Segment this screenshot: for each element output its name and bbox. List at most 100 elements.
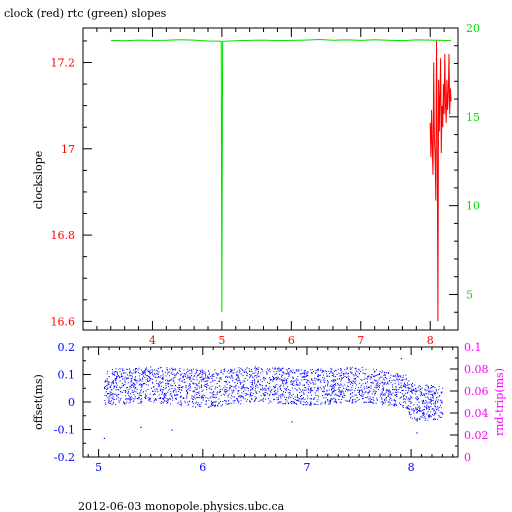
- offset-point: [291, 401, 293, 403]
- offset-point: [234, 386, 236, 388]
- offset-point: [147, 389, 149, 391]
- offset-point: [250, 389, 252, 391]
- offset-y-tick-label: -0.2: [54, 451, 75, 464]
- offset-point: [331, 372, 333, 374]
- offset-point: [177, 387, 179, 389]
- offset-point: [400, 385, 402, 387]
- offset-point: [415, 419, 417, 420]
- offset-point: [324, 403, 326, 405]
- offset-point: [381, 370, 383, 372]
- offset-point: [428, 416, 430, 417]
- offset-point: [263, 376, 264, 378]
- offset-point: [216, 377, 218, 379]
- offset-point: [304, 372, 306, 374]
- offset-point: [334, 394, 336, 396]
- offset-point: [196, 376, 198, 378]
- offset-point: [285, 379, 287, 380]
- offset-point: [350, 383, 352, 385]
- offset-point: [423, 417, 425, 419]
- offset-point: [154, 388, 156, 390]
- offset-point: [395, 376, 397, 378]
- offset-outlier-point: [140, 426, 142, 428]
- offset-point: [162, 378, 164, 380]
- offset-point: [416, 409, 418, 410]
- offset-point: [170, 398, 172, 400]
- offset-point: [238, 390, 240, 391]
- offset-point: [341, 377, 343, 379]
- offset-point: [349, 400, 351, 402]
- offset-point: [256, 385, 258, 386]
- offset-point: [157, 370, 158, 372]
- offset-point: [194, 373, 196, 375]
- offset-point: [327, 400, 329, 402]
- offset-point: [386, 389, 388, 390]
- offset-point: [114, 385, 116, 387]
- offset-point: [106, 389, 108, 390]
- offset-point: [348, 372, 349, 374]
- offset-point: [240, 399, 242, 401]
- offset-point: [376, 385, 378, 387]
- offset-point: [358, 387, 359, 389]
- offset-point: [196, 404, 198, 406]
- offset-point: [357, 376, 359, 378]
- offset-point: [298, 400, 300, 402]
- offset-point: [340, 402, 342, 404]
- offset-point: [422, 394, 424, 396]
- offset-point: [278, 397, 279, 399]
- offset-point: [434, 413, 435, 415]
- offset-point: [374, 390, 376, 392]
- offset-point: [258, 401, 260, 402]
- offset-point: [138, 398, 140, 400]
- offset-point: [296, 389, 298, 391]
- offset-point: [265, 392, 267, 394]
- offset-point: [314, 397, 316, 399]
- offset-point: [158, 385, 160, 387]
- offset-point: [116, 371, 118, 373]
- offset-point: [233, 372, 235, 374]
- offset-point: [200, 384, 202, 386]
- offset-point: [315, 394, 317, 396]
- offset-point: [250, 395, 252, 397]
- offset-point: [256, 393, 258, 395]
- offset-point: [178, 401, 180, 403]
- offset-point: [412, 389, 414, 390]
- offset-point: [186, 388, 188, 390]
- offset-point: [408, 413, 410, 415]
- offset-point: [261, 368, 262, 370]
- offset-point: [112, 398, 114, 400]
- offset-point: [404, 383, 405, 384]
- offset-point: [354, 378, 356, 380]
- offset-point: [118, 375, 120, 377]
- offset-point: [311, 378, 313, 380]
- offset-point: [283, 373, 285, 375]
- offset-point: [373, 389, 375, 391]
- offset-point: [220, 379, 222, 380]
- offset-point: [117, 372, 118, 374]
- offset-point: [407, 399, 409, 401]
- offset-point: [281, 376, 282, 378]
- offset-point: [417, 398, 418, 400]
- offset-point: [281, 390, 283, 392]
- offset-point: [351, 382, 353, 384]
- offset-point: [429, 415, 431, 417]
- offset-point: [306, 379, 308, 381]
- chart-title: clock (red) rtc (green) slopes: [4, 7, 167, 20]
- offset-point: [360, 395, 362, 396]
- offset-point: [170, 391, 172, 393]
- offset-point: [145, 395, 147, 397]
- offset-point: [105, 391, 107, 393]
- offset-point: [214, 406, 216, 408]
- offset-point: [229, 403, 231, 405]
- offset-point: [171, 385, 173, 387]
- offset-point: [372, 381, 374, 383]
- offset-point: [303, 393, 305, 395]
- offset-point: [237, 390, 239, 392]
- offset-point: [259, 384, 261, 386]
- offset-point: [337, 388, 339, 390]
- offset-point: [132, 398, 134, 400]
- offset-point: [350, 381, 352, 383]
- offset-point: [272, 378, 274, 380]
- offset-point: [300, 398, 302, 400]
- offset-point: [192, 400, 194, 402]
- slope-panel-frame: [82, 27, 459, 331]
